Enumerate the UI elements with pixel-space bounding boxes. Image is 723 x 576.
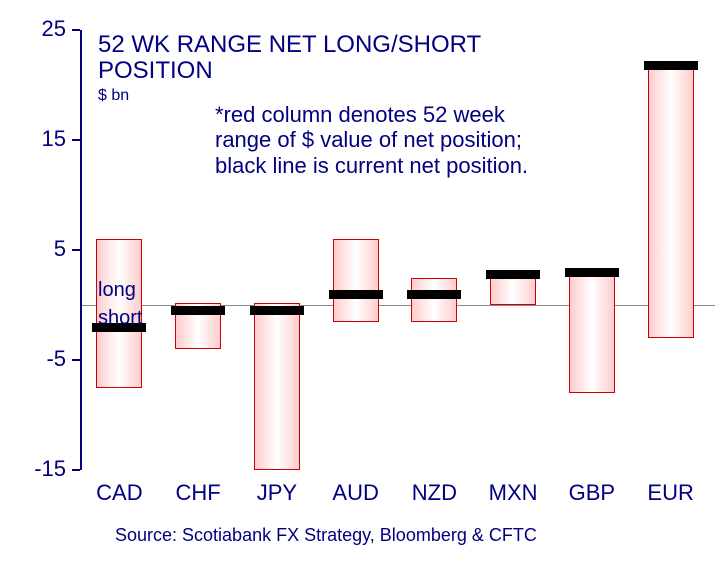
y-axis-tick: [72, 29, 80, 31]
chart-subtitle: $ bn: [98, 87, 129, 105]
x-axis-label: JPY: [238, 480, 317, 506]
chart-source: Source: Scotiabank FX Strategy, Bloomber…: [115, 525, 537, 546]
x-axis-label: AUD: [316, 480, 395, 506]
x-axis-label: EUR: [631, 480, 710, 506]
y-axis-label: -15: [0, 456, 66, 482]
y-axis-tick: [72, 359, 80, 361]
range-bar: [569, 270, 615, 393]
long-label: long: [98, 279, 136, 302]
y-axis-label: 5: [0, 236, 66, 262]
chart-title: 52 WK RANGE NET LONG/SHORT POSITION: [98, 32, 481, 85]
current-position-marker: [250, 306, 304, 315]
x-axis-label: CAD: [80, 480, 159, 506]
y-axis-tick: [72, 139, 80, 141]
current-position-marker: [565, 268, 619, 277]
y-axis-label: 25: [0, 16, 66, 42]
current-position-marker: [329, 290, 383, 299]
fx-position-chart: CADCHFJPYAUDNZDMXNGBPEUR -15 -5 5 15 25 52 WK …: [0, 0, 723, 576]
x-axis-label: GBP: [553, 480, 632, 506]
y-axis-label: -5: [0, 346, 66, 372]
x-axis-label: NZD: [395, 480, 474, 506]
current-position-marker: [171, 306, 225, 315]
current-position-marker: [486, 270, 540, 279]
x-axis-label: CHF: [159, 480, 238, 506]
short-label: short: [98, 307, 142, 330]
range-bar: [411, 278, 457, 322]
range-bar: [254, 303, 300, 470]
y-axis-line: [80, 30, 82, 470]
x-axis-label: MXN: [474, 480, 553, 506]
y-axis-tick: [72, 249, 80, 251]
range-bar: [648, 63, 694, 338]
chart-note: *red column denotes 52 week range of $ v…: [215, 102, 528, 178]
current-position-marker: [644, 61, 698, 70]
y-axis-tick: [72, 469, 80, 471]
current-position-marker: [407, 290, 461, 299]
y-axis-label: 15: [0, 126, 66, 152]
range-bar: [333, 239, 379, 322]
